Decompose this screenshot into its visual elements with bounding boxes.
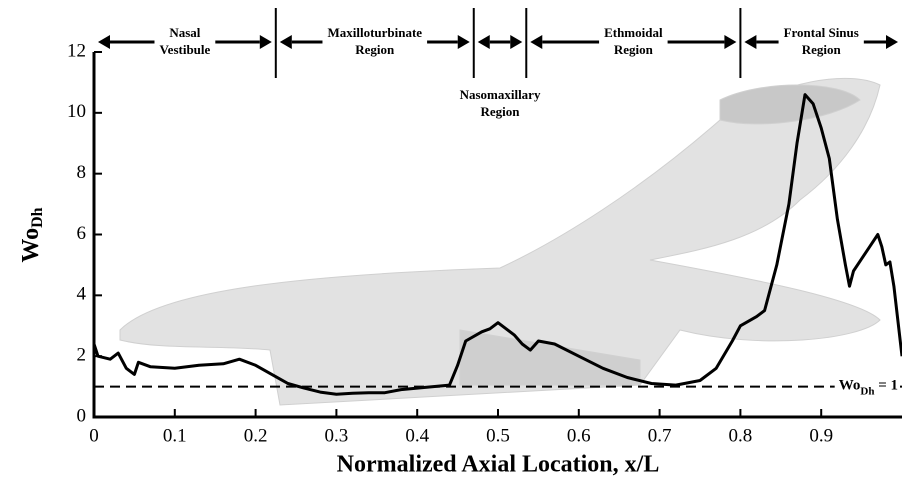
reference-label-sub: Dh: [860, 385, 874, 397]
x-tick-label: 0.5: [486, 425, 510, 446]
y-tick-label: 0: [77, 405, 87, 426]
x-tick-label: 0.1: [163, 425, 187, 446]
y-tick-label: 12: [67, 40, 86, 61]
region-label: Vestibule: [159, 42, 210, 57]
region-arrow-head: [259, 35, 272, 49]
region-label: Region: [355, 42, 395, 57]
region-arrow-head: [886, 35, 898, 49]
region-label: Region: [802, 42, 842, 57]
y-tick-label: 2: [77, 345, 87, 366]
reference-label: WoDh = 1: [839, 378, 898, 397]
x-tick-label: 0.9: [809, 425, 833, 446]
x-tick-label: 0.3: [325, 425, 349, 446]
region-arrow-head: [744, 35, 757, 49]
y-tick-label: 6: [77, 223, 87, 244]
y-tick-label: 10: [67, 101, 86, 122]
x-tick-label: 0.7: [648, 425, 672, 446]
region-label: Nasomaxillary: [460, 87, 541, 102]
region-arrow-head: [530, 35, 543, 49]
x-axis-label: Normalized Axial Location, x/L: [337, 452, 660, 478]
reference-label-main: Wo: [839, 378, 861, 394]
x-tick-label: 0.8: [729, 425, 753, 446]
reference-label-bg: [834, 374, 900, 401]
x-tick-label: 0.6: [567, 425, 591, 446]
axis-line: [92, 52, 902, 419]
region-label: Region: [614, 42, 654, 57]
region-arrow-head: [98, 35, 110, 49]
y-tick-label: 8: [77, 162, 87, 183]
x-tick-label: 0: [89, 425, 99, 446]
region-arrow-head: [724, 35, 737, 49]
y-tick-label: 4: [77, 284, 87, 305]
region-label: Ethmoidal: [604, 25, 663, 40]
data-line: [92, 93, 902, 396]
region-arrow-head: [510, 35, 523, 49]
x-tick-label: 0.4: [405, 425, 429, 446]
y-axis-label: WoDh: [18, 207, 46, 262]
background-anatomy: [119, 77, 881, 406]
region-label: Region: [481, 104, 521, 119]
y-axis-label-main: Wo: [18, 228, 44, 263]
x-tick-label: 0.2: [244, 425, 268, 446]
region-arrow-head: [477, 35, 490, 49]
region-arrow-head: [279, 35, 292, 49]
region-label: Nasal: [169, 25, 200, 40]
region-label: Maxilloturbinate: [327, 25, 422, 40]
region-label: Frontal Sinus: [784, 25, 859, 40]
reference-label-rest: = 1: [874, 378, 898, 394]
region-arrow-head: [457, 35, 470, 49]
y-axis-label-sub: Dh: [29, 207, 46, 228]
